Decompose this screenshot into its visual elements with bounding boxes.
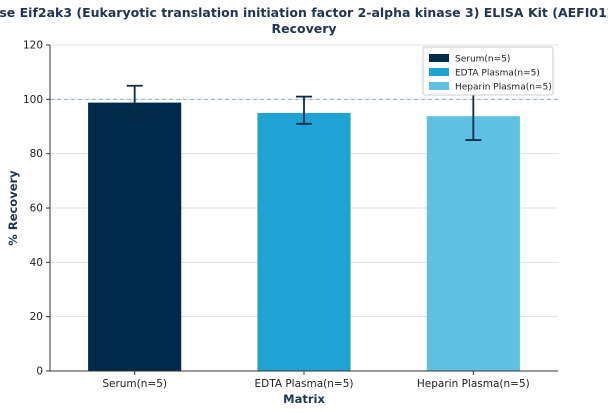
- bar: [88, 102, 182, 372]
- legend-swatch: [429, 54, 449, 62]
- legend-entry: EDTA Plasma(n=5): [455, 69, 540, 79]
- bar: [257, 112, 351, 372]
- y-tick-label: 40: [30, 257, 43, 269]
- x-tick-labels: Serum(n=5) EDTA Plasma(n=5) Heparin Plasma…: [102, 378, 529, 390]
- y-tick-labels: 0 20 40 60 80 100 120: [23, 40, 43, 378]
- legend-swatch: [429, 68, 449, 76]
- x-tick-label: Serum(n=5): [102, 378, 167, 390]
- x-tick-label: EDTA Plasma(n=5): [255, 378, 354, 390]
- legend-entry: Serum(n=5): [455, 55, 510, 65]
- legend-swatch: [429, 82, 449, 90]
- chart-title-line2: Recovery: [271, 21, 336, 36]
- x-axis-label: Matrix: [283, 392, 325, 406]
- y-tick-label: 20: [30, 311, 43, 323]
- y-axis-label: % Recovery: [6, 170, 20, 246]
- y-tick-label: 100: [23, 94, 43, 106]
- bar: [426, 116, 520, 371]
- error-bars: [126, 84, 482, 141]
- legend-entry: Heparin Plasma(n=5): [455, 83, 552, 93]
- legend: Serum(n=5) EDTA Plasma(n=5) Heparin Plasma…: [422, 46, 554, 96]
- chart-title-line1: Mouse Eif2ak3 (Eukaryotic translation in…: [0, 5, 608, 20]
- y-tick-label: 0: [36, 366, 43, 378]
- bars: [88, 102, 520, 372]
- legend-box: [422, 46, 554, 96]
- y-tick-label: 80: [30, 148, 43, 160]
- x-tick-label: Heparin Plasma(n=5): [417, 378, 530, 390]
- y-tick-label: 60: [30, 203, 43, 215]
- axes: [46, 44, 558, 375]
- y-tick-label: 120: [23, 40, 43, 52]
